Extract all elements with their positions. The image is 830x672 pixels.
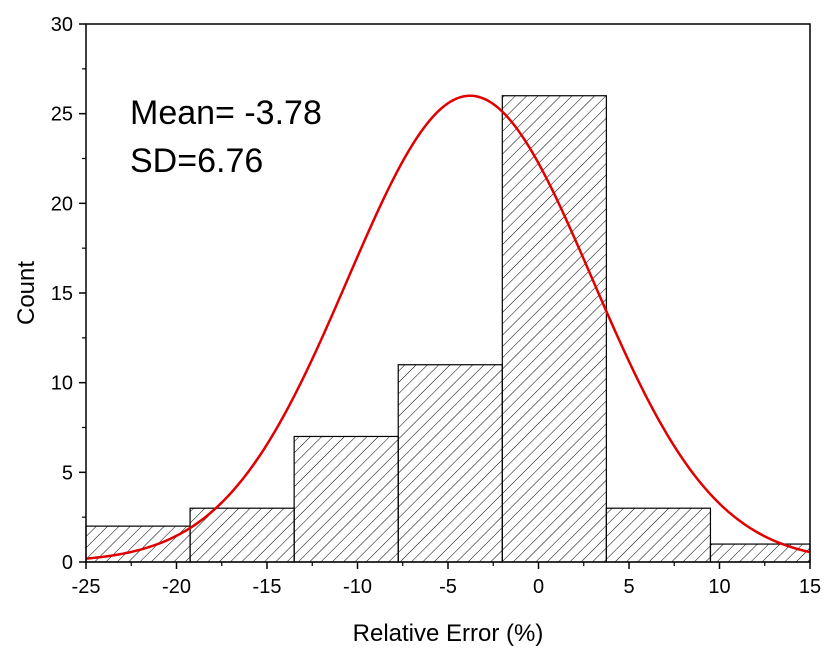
x-tick-label: 10 — [708, 576, 730, 598]
x-tick-label: -20 — [162, 576, 191, 598]
y-axis-title: Count — [13, 261, 40, 325]
x-tick-label: -25 — [72, 576, 101, 598]
ticks-layer: -25 -20 -15 -10 -5 0 5 10 15 0 5 10 15 20 25 30 — [51, 14, 821, 598]
histogram-bar — [605, 507, 712, 563]
y-tick-label: 10 — [51, 373, 73, 395]
x-tick-label: 0 — [533, 576, 544, 598]
x-tick-label: -10 — [343, 576, 372, 598]
y-tick-label: 15 — [51, 283, 73, 305]
x-tick-label: 15 — [799, 576, 821, 598]
y-tick-label: 5 — [62, 462, 73, 484]
histogram-bar — [189, 507, 295, 563]
fit-curve-layer — [86, 94, 810, 560]
histogram-bar — [397, 364, 503, 563]
bars-layer — [85, 95, 811, 563]
y-tick-label: 30 — [51, 14, 73, 36]
y-tick-label: 25 — [51, 104, 73, 126]
sd-annotation: SD=6.76 — [130, 142, 263, 180]
x-tick-label: -5 — [439, 576, 457, 598]
normal-fit-curve — [86, 94, 810, 560]
y-tick-label: 0 — [62, 552, 73, 574]
y-tick-label: 20 — [51, 193, 73, 215]
histogram-bar — [709, 543, 811, 563]
x-tick-label: -15 — [253, 576, 282, 598]
x-axis-title: Relative Error (%) — [353, 620, 544, 647]
mean-annotation: Mean= -3.78 — [130, 94, 322, 132]
histogram-bar — [501, 95, 607, 563]
histogram-bar — [293, 435, 399, 563]
x-tick-label: 5 — [623, 576, 634, 598]
